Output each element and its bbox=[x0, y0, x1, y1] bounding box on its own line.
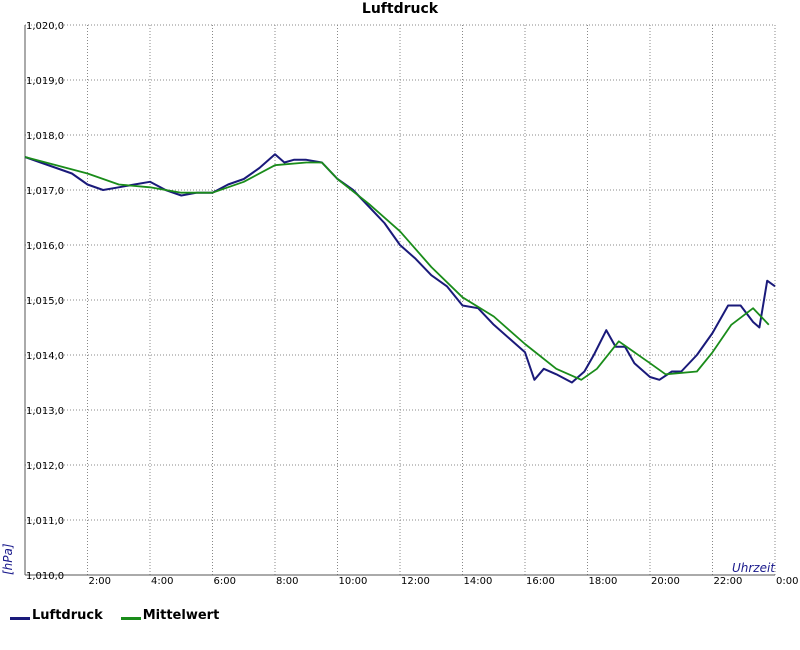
y-tick-label: 1,016,0 bbox=[26, 241, 64, 252]
series-group bbox=[24, 153, 776, 384]
y-tick-label: 1,014,0 bbox=[26, 351, 64, 362]
x-tick-label: 14:00 bbox=[464, 576, 493, 587]
y-tick-label: 1,020,0 bbox=[26, 21, 64, 32]
x-tick-label: 16:00 bbox=[526, 576, 555, 587]
x-tick-label: 12:00 bbox=[401, 576, 430, 587]
chart-title: Luftdruck bbox=[362, 1, 439, 17]
y-tick-label: 1,015,0 bbox=[26, 296, 64, 307]
legend-item-luftdruck: Luftdruck bbox=[10, 608, 103, 623]
y-tick-label: 1,010,0 bbox=[26, 571, 64, 582]
x-tick-label: 22:00 bbox=[714, 576, 743, 587]
legend-swatch-luftdruck bbox=[10, 617, 30, 620]
x-tick-label: 2:00 bbox=[89, 576, 111, 587]
y-axis-label: [hPa] bbox=[1, 543, 15, 575]
legend-label-mittelwert: Mittelwert bbox=[142, 608, 220, 623]
y-tick-label: 1,012,0 bbox=[26, 461, 64, 472]
y-tick-label: 1,017,0 bbox=[26, 186, 64, 197]
legend-swatch-mittelwert bbox=[120, 617, 141, 620]
legend-label-luftdruck: Luftdruck bbox=[32, 608, 103, 623]
x-tick-label: 0:00 bbox=[776, 576, 798, 587]
x-tick-label: 18:00 bbox=[589, 576, 618, 587]
x-tick-label: 10:00 bbox=[339, 576, 368, 587]
series-line-mittelwert bbox=[24, 156, 770, 381]
x-tick-label: 4:00 bbox=[151, 576, 173, 587]
legend-item-mittelwert: Mittelwert bbox=[120, 608, 220, 623]
y-tick-label: 1,013,0 bbox=[26, 406, 64, 417]
y-ticks: 1,010,0 1,011,0 1,012,0 1,013,0 1,014,0 1,015… bbox=[26, 21, 64, 582]
x-tick-label: 20:00 bbox=[651, 576, 680, 587]
y-tick-label: 1,019,0 bbox=[26, 76, 64, 87]
y-tick-label: 1,011,0 bbox=[26, 516, 64, 527]
grid bbox=[25, 24, 776, 575]
plot-frame bbox=[24, 25, 775, 576]
x-tick-label: 6:00 bbox=[214, 576, 236, 587]
legend: Luftdruck Mittelwert bbox=[10, 608, 237, 623]
x-ticks: 2:00 4:00 6:00 8:00 10:00 12:00 14:00 16:00 18:0… bbox=[89, 576, 799, 587]
x-axis-label: Uhrzeit bbox=[732, 561, 776, 575]
y-tick-label: 1,018,0 bbox=[26, 131, 64, 142]
x-tick-label: 8:00 bbox=[276, 576, 298, 587]
